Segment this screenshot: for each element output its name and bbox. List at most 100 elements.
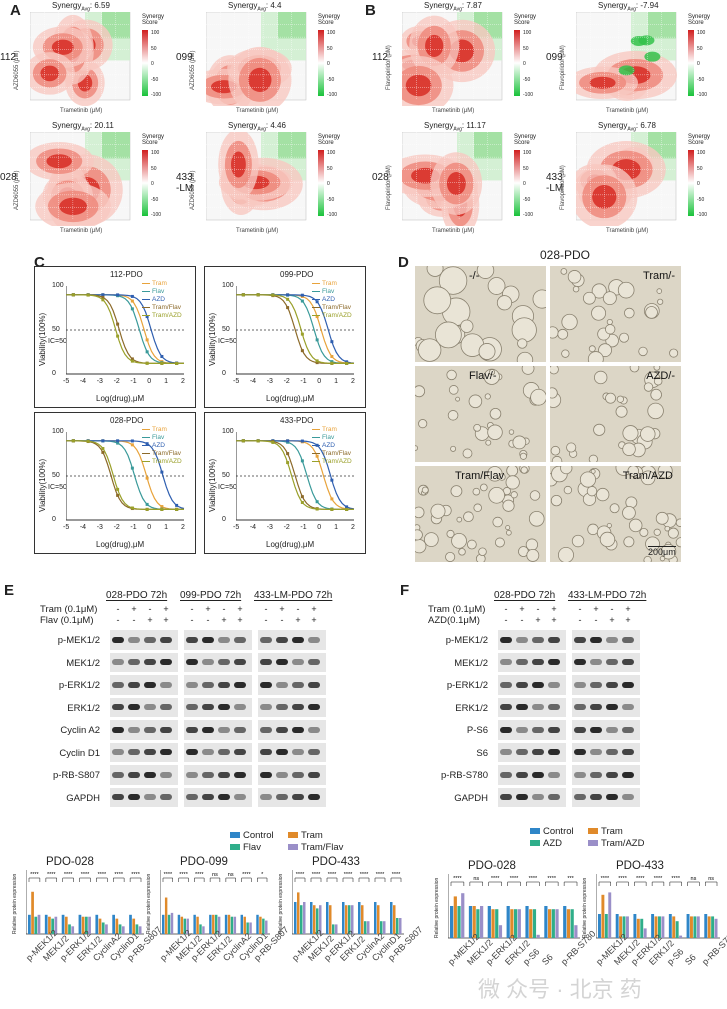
curve-legend-label: Tram/AZD xyxy=(322,312,352,319)
treatment-sign: + xyxy=(163,615,169,625)
map-ylabel: Flavopiridol (μM) xyxy=(560,165,566,210)
blot-band xyxy=(606,726,618,733)
organoid xyxy=(629,366,640,373)
curve-point xyxy=(256,293,260,297)
blot-band xyxy=(590,771,602,778)
blot-band xyxy=(606,771,618,778)
organoid xyxy=(445,551,456,562)
map-blob-core xyxy=(51,39,74,55)
curve-legend-label: Tram/Flav xyxy=(152,304,182,311)
sig-label: **** xyxy=(47,872,56,878)
map-blob-core xyxy=(446,172,466,196)
curve-xtick: -1 xyxy=(300,378,307,385)
curve-point xyxy=(300,459,304,463)
curve-point xyxy=(160,361,164,365)
bar-chart-title: PDO-433 xyxy=(312,856,360,868)
curve-legend-swatch xyxy=(142,306,150,308)
organoid xyxy=(435,321,462,349)
curve-point xyxy=(286,297,290,301)
organoid xyxy=(572,285,580,293)
blot-band xyxy=(308,794,320,801)
treatment-sign: + xyxy=(551,604,557,614)
map-green-spot xyxy=(618,65,635,76)
organoid xyxy=(510,491,518,499)
blot-band xyxy=(500,659,512,666)
organoid xyxy=(415,506,425,519)
legend-tick: -50 xyxy=(151,76,159,83)
synergy-heatmap xyxy=(576,12,694,101)
organoid xyxy=(604,324,616,335)
bar-mark xyxy=(619,916,623,938)
bar-mark xyxy=(532,909,537,938)
treatment-sign: + xyxy=(279,604,285,614)
micrograph-tile: Tram/Flav xyxy=(415,466,546,562)
blot-row-label: MEK1/2 xyxy=(454,657,488,669)
treatment-sign: + xyxy=(237,604,243,614)
sig-label: * xyxy=(261,872,264,878)
blot-band xyxy=(144,704,156,711)
blot-band xyxy=(186,681,198,688)
organoid xyxy=(462,448,473,459)
treatment-sign: + xyxy=(295,615,301,625)
treatment-sign: + xyxy=(147,615,153,625)
sig-label: **** xyxy=(618,876,627,882)
sig-label: **** xyxy=(81,872,90,878)
blot-band xyxy=(202,794,214,801)
blot-strip xyxy=(258,765,326,785)
blot-band xyxy=(202,771,214,778)
bar-mark xyxy=(358,902,361,934)
curve-ytick: 0 xyxy=(52,516,56,523)
curve-legend-label: Flav xyxy=(322,288,335,295)
organoid xyxy=(506,466,519,477)
bar-mark xyxy=(480,906,484,938)
curve-xtick: -1 xyxy=(300,524,307,531)
blot-band xyxy=(308,726,320,733)
curve-point xyxy=(145,350,149,354)
synergy-heatmap xyxy=(30,12,148,106)
organoid xyxy=(669,348,679,358)
curve-legend-item: Flav xyxy=(142,434,182,442)
organoid xyxy=(606,522,612,529)
blot-band xyxy=(292,771,304,778)
map-row-label: 112 xyxy=(372,52,388,63)
blot-band xyxy=(234,704,246,711)
legend-tick: 50 xyxy=(151,165,157,172)
organoid xyxy=(423,286,452,315)
organoid xyxy=(622,442,636,456)
organoid xyxy=(639,527,649,537)
bar-mark xyxy=(661,916,665,938)
legend-tick: -50 xyxy=(523,196,531,203)
blot-band xyxy=(292,681,304,688)
organoid xyxy=(494,537,505,548)
bar-mark xyxy=(180,916,184,934)
blot-band xyxy=(590,704,602,711)
curve-legend-swatch xyxy=(312,290,320,292)
curve-xtick: -3 xyxy=(96,378,103,385)
organoid-image xyxy=(415,466,545,562)
organoid xyxy=(505,525,511,531)
organoid xyxy=(628,518,643,533)
blot-band xyxy=(144,794,156,801)
organoid xyxy=(645,536,660,552)
curve-legend-swatch xyxy=(312,282,320,284)
legend-tick: 100 xyxy=(697,30,706,36)
curve-point xyxy=(130,439,134,443)
curve-point xyxy=(101,298,105,302)
bar-legend-item: Tram xyxy=(588,826,623,837)
bar-mark xyxy=(506,906,510,938)
treatment-sign: + xyxy=(163,604,169,614)
bar-mark xyxy=(374,902,377,934)
map-ylabel: Flavopiridol (μM) xyxy=(560,45,566,90)
blot-row-label: p-RB-S807 xyxy=(53,770,100,781)
blot-band xyxy=(160,771,172,778)
bar-mark xyxy=(212,914,215,934)
curve-point xyxy=(315,315,319,319)
curve-point xyxy=(116,487,120,491)
organoid xyxy=(582,291,596,305)
bar-ylabel: Relative protein expression xyxy=(434,877,440,938)
organoid xyxy=(508,429,515,435)
bar-legend-label: Control xyxy=(243,830,274,841)
curve-point xyxy=(271,440,275,444)
map-green-spot xyxy=(644,51,661,62)
bar-mark xyxy=(34,916,38,934)
